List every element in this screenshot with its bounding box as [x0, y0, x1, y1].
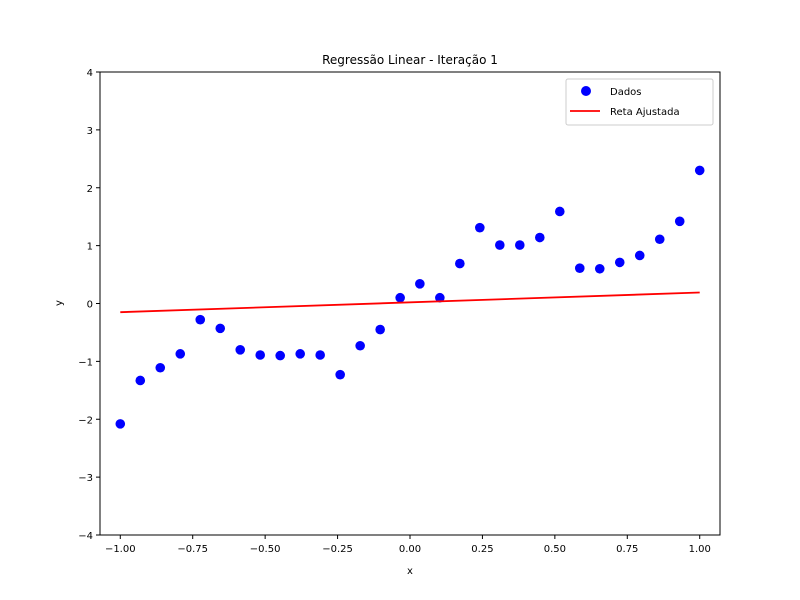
- data-point: [495, 240, 505, 250]
- y-tick-label: 0: [87, 300, 93, 311]
- data-point: [634, 250, 645, 261]
- data-point: [475, 222, 485, 233]
- data-point: [195, 314, 206, 325]
- data-point: [534, 232, 545, 243]
- y-tick-label: 2: [87, 184, 93, 195]
- data-point: [255, 350, 266, 360]
- legend-label-dados: Dados: [610, 87, 642, 98]
- x-axis: −1.00 −0.75 −0.50 −0.25 0.00 0.25 0.50 0.75 1.00: [105, 535, 711, 555]
- chart-title: Regressão Linear - Iteração 1: [322, 53, 498, 67]
- x-tick-label: 0.00: [399, 544, 421, 555]
- y-axis: −4 −3 −2 −1 0 1 2 3 4: [78, 68, 100, 542]
- x-tick-label: −0.75: [177, 544, 208, 555]
- data-point: [455, 258, 465, 269]
- plot-area: [115, 165, 705, 429]
- data-point: [315, 350, 325, 360]
- data-point: [654, 234, 665, 245]
- y-tick-label: −1: [78, 357, 93, 368]
- x-tick-label: 0.75: [616, 544, 638, 555]
- y-tick-label: −3: [78, 473, 93, 484]
- data-point: [275, 350, 286, 361]
- regression-line: [120, 291, 700, 314]
- legend-label-reta: Reta Ajustada: [610, 107, 680, 118]
- data-point: [554, 206, 565, 217]
- x-tick-label: 0.50: [544, 544, 566, 555]
- data-point: [375, 324, 385, 335]
- data-point: [694, 165, 705, 176]
- legend: Dados Reta Ajustada: [565, 78, 714, 126]
- y-tick-label: 4: [87, 68, 93, 79]
- data-point: [415, 279, 425, 289]
- x-tick-label: −1.00: [105, 544, 136, 555]
- data-point: [215, 323, 226, 334]
- data-point: [355, 340, 365, 351]
- data-point: [155, 362, 166, 373]
- x-axis-label: x: [407, 566, 413, 577]
- data-point: [235, 345, 246, 355]
- data-point: [395, 292, 405, 303]
- data-point: [135, 375, 146, 386]
- data-point: [175, 349, 186, 359]
- data-point: [674, 216, 685, 227]
- x-tick-label: −0.50: [250, 544, 281, 555]
- legend-marker-dados: [581, 86, 591, 96]
- y-tick-label: −2: [78, 415, 93, 426]
- y-tick-label: 3: [87, 126, 93, 137]
- data-point: [335, 369, 345, 380]
- data-point: [594, 263, 605, 274]
- legend-box: [565, 78, 714, 126]
- x-tick-label: −0.25: [322, 544, 353, 555]
- data-point: [115, 419, 126, 429]
- x-tick-label: 1.00: [689, 544, 711, 555]
- data-point: [515, 240, 525, 250]
- x-tick-label: 0.25: [471, 544, 493, 555]
- y-tick-label: −4: [78, 531, 93, 542]
- data-point: [435, 292, 445, 303]
- y-tick-label: 1: [87, 242, 93, 253]
- data-point: [295, 349, 305, 359]
- y-axis-label: y: [54, 300, 65, 306]
- data-point: [614, 257, 625, 268]
- data-point: [574, 263, 585, 273]
